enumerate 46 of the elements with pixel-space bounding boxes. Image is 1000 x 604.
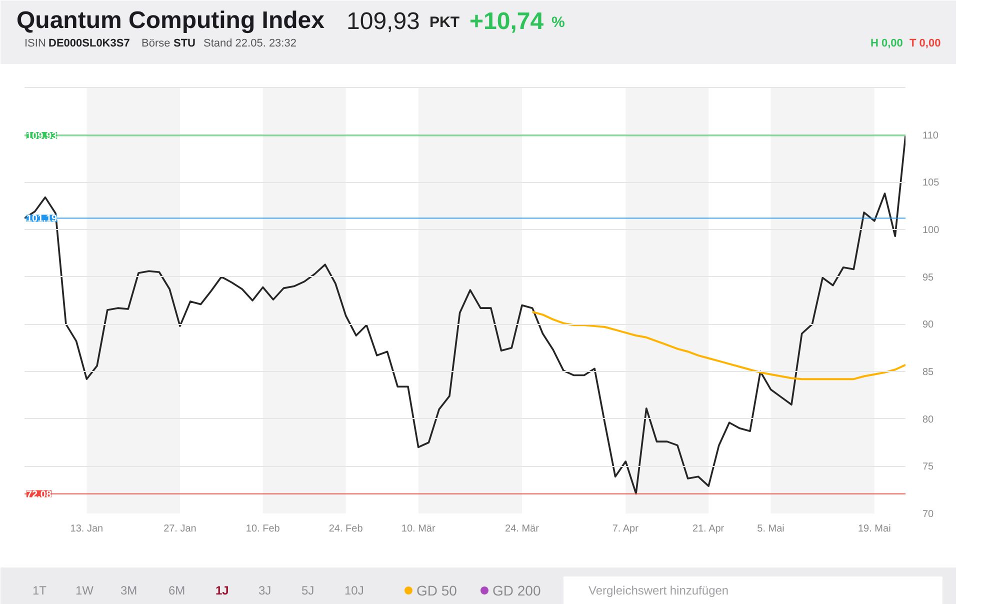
text: DE000SL0K3S7 [48, 38, 130, 50]
text: Börse [142, 38, 170, 50]
y-tick-label: 85 [922, 367, 934, 378]
text: 1J [216, 584, 229, 598]
legend-label: GD 200 [492, 582, 541, 598]
y-tick-label: 100 [922, 225, 940, 236]
text: H 0,00 [870, 38, 903, 50]
x-tick-label: 21. Apr [692, 524, 725, 534]
text: 109,93 [346, 8, 420, 35]
y-tick-label: 95 [922, 272, 934, 284]
text: % [552, 14, 565, 31]
x-tick-label: 19. Mai [858, 524, 891, 534]
legend-label: GD 50 [416, 582, 458, 598]
text: ISIN [24, 38, 46, 50]
text: 6M [168, 584, 186, 598]
ref-line-label: 101,19 [26, 214, 58, 225]
text: T 0,00 [910, 38, 941, 50]
line-series [531, 310, 906, 380]
y-tick-label: 70 [922, 509, 934, 520]
text: 1T [32, 584, 48, 598]
text: 3M [120, 584, 138, 598]
y-tick-label: 105 [922, 178, 940, 189]
x-tick-label: 10. Mär [401, 524, 436, 534]
x-tick-label: 13. Jan [70, 524, 104, 534]
y-tick-label: 75 [922, 462, 934, 473]
text: 10J [344, 584, 364, 598]
y-tick-label: 80 [922, 414, 934, 426]
text: 1W [76, 584, 94, 598]
y-tick-label: 110 [922, 130, 939, 142]
x-tick-label: 27. Jan [164, 524, 196, 534]
text: 5J [302, 584, 314, 598]
x-tick-label: 24. Mär [505, 524, 540, 534]
text: Vergleichswert hinzufügen [588, 584, 729, 598]
ref-line-label: 109,93 [26, 130, 58, 142]
x-tick-label: 7. Apr [612, 524, 640, 534]
text: PKT [430, 14, 460, 31]
x-tick-label: 5. Mai [757, 524, 784, 534]
text: 3J [258, 584, 272, 598]
text: +10,74 [470, 8, 544, 35]
text: Stand 22.05. 23:32 [204, 38, 296, 50]
x-tick-label: 10. Feb [246, 524, 280, 534]
ref-line-label: 72,08 [26, 489, 52, 500]
text: STU [174, 38, 196, 50]
chart-title: Quantum Computing Index [16, 7, 326, 34]
x-tick-label: 24. Feb [328, 524, 364, 534]
y-tick-label: 90 [922, 320, 934, 331]
